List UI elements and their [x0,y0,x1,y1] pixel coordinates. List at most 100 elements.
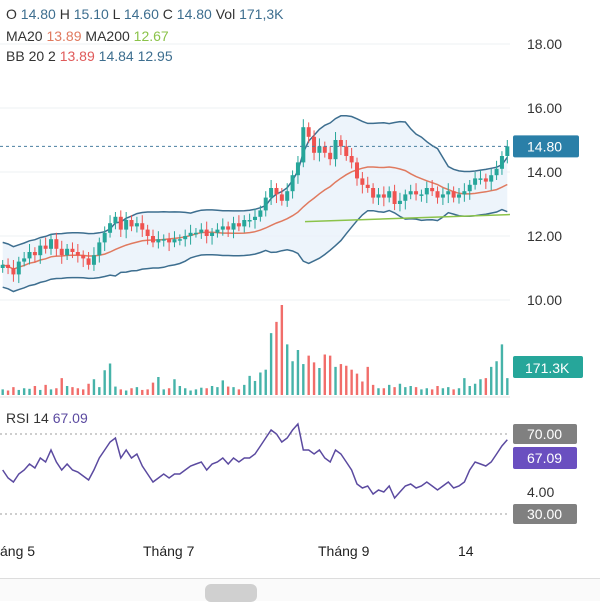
volume-bar [377,388,380,395]
candle-body [59,248,64,256]
candle-body [489,175,494,182]
candle-body [32,252,37,256]
volume-bar [371,384,375,395]
candle-body [306,127,311,137]
candle-body [269,188,274,198]
volume-bar [307,355,310,395]
time-axis-label: Tháng 7 [143,543,195,559]
ma20-value: 13.89 [46,28,82,44]
volume-bar [420,389,423,395]
volume-bar [441,388,445,395]
candle-body [210,232,215,236]
candle-body [65,248,70,256]
high-label: H [59,6,70,22]
candle-body [355,162,359,179]
candle-body [199,229,204,233]
rsi-high-tag-label: 70.00 [527,426,562,442]
volume-bar [447,387,450,395]
bollinger-band-fill [2,115,508,292]
candle-body [295,162,300,176]
volume-bar [355,373,359,395]
volume-bar [157,377,160,395]
candle-body [285,191,290,201]
time-axis-label: áng 5 [0,543,35,559]
volume-bar [210,386,214,395]
candle-body [188,232,193,236]
price-tick-label: 12.00 [527,228,562,244]
volume-bar [114,386,117,395]
candle-body [322,146,327,153]
candle-body [193,232,198,235]
volume-tag-bg [513,356,583,378]
candle-body [478,178,483,180]
volume-bar [302,364,305,395]
volume-bar [280,305,284,395]
candle-body [462,191,467,195]
volume-bar [366,366,369,395]
candle-body [97,242,102,256]
volume-value: 171,3K [239,6,284,22]
open-value: 14.80 [20,6,56,22]
rsi-mid-tick-label: 4.00 [527,484,554,500]
candle-body [467,184,472,192]
rsi-low-tag-bg [513,504,577,524]
candle-body [177,239,182,241]
volume-bar [350,369,353,395]
candle-body [435,191,440,198]
ma200-label: MA200 [85,28,130,44]
volume-bar [248,375,251,395]
bb-value-2: 14.84 [98,48,134,64]
volume-bar [22,388,26,395]
candle-body [86,258,91,265]
rsi-label: RSI 14 [6,410,49,426]
volume-bar [162,389,165,395]
candle-body [91,255,96,265]
volume-bar [108,363,112,395]
candle-body [365,184,370,188]
volume-bar [463,378,466,395]
bb-value-3: 12.95 [137,48,173,64]
candle-body [54,239,59,249]
candle-body [231,223,236,230]
volume-bar [178,386,182,395]
volume-bar [318,368,321,395]
volume-bar [141,389,144,395]
volume-bar [60,378,63,395]
volume-bar [430,389,434,395]
volume-bar [404,387,407,395]
candle-body [312,136,317,153]
volume-bar [103,370,106,395]
candle-body [419,194,424,196]
candle-body [424,188,429,195]
volume-bar [119,389,122,395]
toolbar-selected-tab[interactable] [205,584,257,602]
volume-bar [184,388,187,395]
volume-bar [189,390,192,395]
volume-bar [334,366,337,395]
volume-bar [221,380,224,395]
candle-body [167,239,172,243]
low-value: 14.60 [123,6,159,22]
candle-body [263,197,268,211]
volume-bar [44,384,47,395]
candle-body [328,152,333,160]
candle-body [494,168,499,176]
candle-body [381,194,386,198]
rsi-value-tag-bg [513,447,577,469]
current-price-tag-bg [513,135,579,158]
volume-bar [71,387,74,395]
open-label: O [6,6,17,22]
volume-bar [312,362,316,395]
candle-body [129,220,134,227]
candle-body [349,156,354,163]
candle-body [258,210,263,217]
candle-body [499,156,504,169]
low-label: L [112,6,120,22]
volume-bar [39,389,42,395]
candle-body [220,226,225,230]
rsi-high-tag-bg [513,424,577,444]
volume-bar [12,387,15,395]
candle-body [430,188,435,192]
